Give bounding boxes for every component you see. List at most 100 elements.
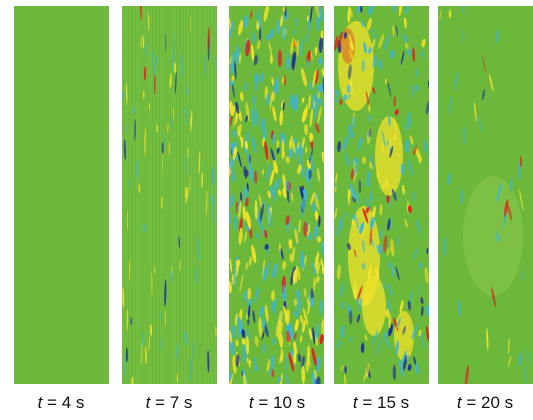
field-streak <box>393 133 398 141</box>
field-streak <box>249 163 254 184</box>
field-streak <box>264 141 269 161</box>
field-streak <box>315 322 320 340</box>
field-streak <box>310 183 312 190</box>
field-streak <box>255 108 259 128</box>
field-streak <box>288 352 294 372</box>
field-streak <box>162 148 164 176</box>
field-streak <box>125 347 128 363</box>
field-streak <box>310 154 315 173</box>
field-streak <box>123 139 126 160</box>
field-streak <box>313 100 318 120</box>
field-streak <box>229 330 233 344</box>
field-streak <box>344 365 347 374</box>
field-streak <box>244 81 247 92</box>
field-streak <box>164 278 167 307</box>
field-streak <box>342 134 349 152</box>
field-streak <box>185 186 188 204</box>
field-streak <box>293 310 297 318</box>
field-streak <box>285 156 290 164</box>
field-streak <box>129 179 131 188</box>
field-streak <box>317 167 321 182</box>
field-streak <box>372 329 379 346</box>
field-streak <box>309 80 314 91</box>
field-streak <box>229 158 235 170</box>
field-streak <box>264 243 269 251</box>
field-streak <box>390 238 395 257</box>
field-streak <box>279 15 284 28</box>
field-streak <box>264 304 269 323</box>
field-streak <box>316 356 321 370</box>
caption-1: t = 4 s <box>6 393 116 413</box>
field-streak <box>385 78 388 85</box>
field-streak <box>267 209 272 228</box>
field-streak <box>254 335 259 347</box>
field-streak <box>256 210 261 226</box>
field-streak <box>381 129 386 147</box>
field-streak <box>151 270 153 296</box>
field-streak <box>232 355 237 374</box>
field-streak <box>239 53 242 64</box>
field-streak <box>234 215 237 232</box>
field-streak <box>356 313 361 323</box>
field-streak <box>481 89 485 101</box>
field-streak <box>369 216 375 230</box>
field-streak <box>400 163 405 176</box>
field-streak <box>229 372 232 383</box>
field-streak <box>294 92 298 112</box>
field-streak <box>246 327 251 341</box>
field-streak <box>195 265 198 286</box>
field-streak <box>252 94 256 109</box>
field-streak <box>254 78 258 94</box>
field-streak <box>317 261 320 271</box>
field-streak <box>185 151 187 176</box>
field-plot-5 <box>439 6 529 384</box>
field-streak <box>290 349 294 357</box>
field-streak <box>229 20 234 38</box>
field-streak <box>473 101 477 123</box>
field-streak <box>122 287 125 308</box>
field-streak <box>318 56 323 66</box>
field-streak <box>267 190 271 199</box>
field-streak <box>243 289 248 302</box>
field-streak <box>407 47 411 58</box>
field-streak <box>276 139 280 149</box>
field-streak <box>518 352 522 367</box>
field-streak <box>187 147 189 159</box>
field-streak <box>301 136 305 149</box>
field-streak <box>376 170 380 179</box>
field-streak <box>288 323 294 340</box>
field-streak <box>360 342 365 354</box>
field-streak <box>272 132 275 145</box>
field-streak <box>179 258 182 272</box>
field-streak <box>393 6 397 13</box>
field-streak <box>289 139 292 150</box>
caption-2: t = 7 s <box>114 393 224 413</box>
field-streak <box>242 206 246 221</box>
field-streak <box>415 362 420 375</box>
field-streak <box>448 9 452 19</box>
field-streak <box>249 154 251 164</box>
field-streak <box>491 286 497 308</box>
field-streak <box>268 40 272 56</box>
field-streak <box>125 124 128 134</box>
field-streak <box>425 304 429 317</box>
field-streak <box>398 359 405 378</box>
field-streak <box>372 86 376 95</box>
field-panel-4 <box>334 6 429 384</box>
field-streak <box>369 191 373 203</box>
field-streak <box>346 84 351 93</box>
field-streak <box>388 314 392 329</box>
field-streak <box>312 327 316 345</box>
field-streak <box>420 331 425 349</box>
field-streak <box>159 336 161 352</box>
field-streak <box>384 33 390 51</box>
field-streak <box>201 172 204 189</box>
field-streak <box>234 139 238 149</box>
field-streak <box>308 327 313 341</box>
field-streak <box>243 166 248 179</box>
field-streak <box>212 196 214 225</box>
field-streak <box>264 229 268 239</box>
field-streak <box>402 355 408 371</box>
field-streak <box>152 50 156 79</box>
field-streak <box>272 337 276 346</box>
